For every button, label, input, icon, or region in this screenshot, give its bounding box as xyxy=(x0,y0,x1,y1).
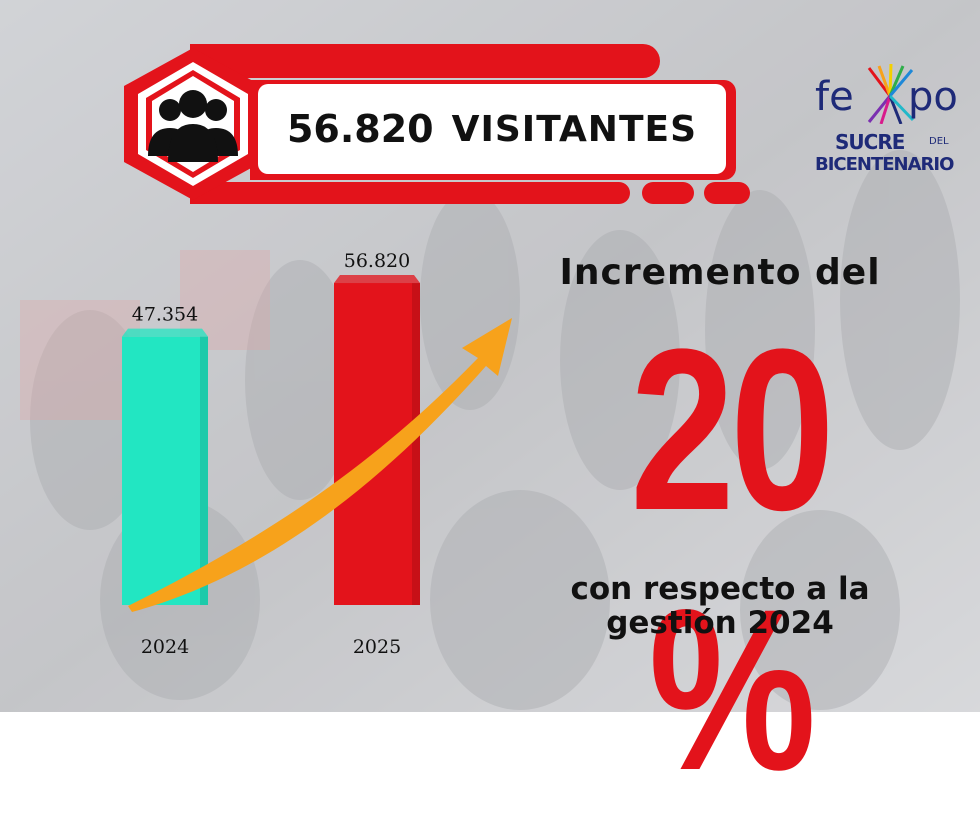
logo-text-fe: fe xyxy=(815,74,854,120)
bar-2024 xyxy=(122,328,208,605)
growth-arrow-icon xyxy=(128,318,512,612)
bar-category-label-2024: 2024 xyxy=(141,636,189,658)
headline-box: 56.820 VISITANTES xyxy=(258,84,726,174)
hexagon-badge xyxy=(124,48,262,200)
logo-text-del: DEL xyxy=(929,136,949,147)
increase-label-bottom-line2: gestión 2024 xyxy=(606,605,834,641)
logo-text-po: po xyxy=(908,74,958,120)
people-group-icon xyxy=(148,90,238,162)
headline-number: 56.820 xyxy=(286,107,434,151)
banner-dot-1 xyxy=(642,182,694,204)
banner-bar-top xyxy=(190,44,660,78)
visitors-bar-chart: 47.354 2024 56.820 2025 xyxy=(122,250,512,658)
fexpo-logo: fe po SUCRE DEL BICENTENARIO xyxy=(805,62,965,182)
headline-word: VISITANTES xyxy=(451,108,698,150)
increase-percent: 20 % xyxy=(630,301,835,818)
banner-dot-2 xyxy=(704,182,750,204)
bar-value-label-2025: 56.820 xyxy=(344,250,410,272)
bar-value-label-2024: 47.354 xyxy=(132,304,198,326)
bar-category-label-2025: 2025 xyxy=(353,636,401,658)
increase-label-bottom: con respecto a la gestión 2024 xyxy=(510,572,930,640)
logo-text-bicentenario: BICENTENARIO xyxy=(815,154,954,175)
increase-label-top: Incremento del xyxy=(559,252,881,293)
logo-text-sucre: SUCRE xyxy=(835,130,905,154)
increase-label-bottom-line1: con respecto a la xyxy=(570,571,870,607)
logo-x-starburst-icon xyxy=(867,64,915,124)
banner-bar-bottom xyxy=(190,182,630,204)
